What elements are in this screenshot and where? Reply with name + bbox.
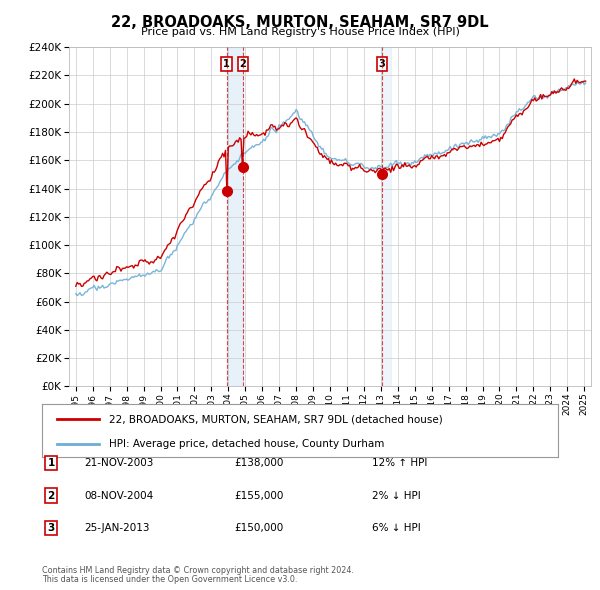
Text: 21-NOV-2003: 21-NOV-2003 [84, 458, 154, 468]
Text: 3: 3 [47, 523, 55, 533]
Text: 1: 1 [47, 458, 55, 468]
Text: 22, BROADOAKS, MURTON, SEAHAM, SR7 9DL (detached house): 22, BROADOAKS, MURTON, SEAHAM, SR7 9DL (… [109, 414, 443, 424]
Text: Contains HM Land Registry data © Crown copyright and database right 2024.: Contains HM Land Registry data © Crown c… [42, 566, 354, 575]
Text: £155,000: £155,000 [234, 491, 283, 500]
Text: 08-NOV-2004: 08-NOV-2004 [84, 491, 153, 500]
Text: 2: 2 [239, 59, 246, 69]
Text: 2: 2 [47, 491, 55, 500]
Text: HPI: Average price, detached house, County Durham: HPI: Average price, detached house, Coun… [109, 439, 385, 449]
Text: 22, BROADOAKS, MURTON, SEAHAM, SR7 9DL: 22, BROADOAKS, MURTON, SEAHAM, SR7 9DL [111, 15, 489, 30]
Text: 25-JAN-2013: 25-JAN-2013 [84, 523, 149, 533]
Bar [381, 47, 391, 386]
Text: 12% ↑ HPI: 12% ↑ HPI [372, 458, 427, 468]
Text: This data is licensed under the Open Government Licence v3.0.: This data is licensed under the Open Gov… [42, 575, 298, 584]
Bar [227, 47, 243, 386]
Text: 6% ↓ HPI: 6% ↓ HPI [372, 523, 421, 533]
Text: Price paid vs. HM Land Registry's House Price Index (HPI): Price paid vs. HM Land Registry's House … [140, 27, 460, 37]
Text: 3: 3 [379, 59, 385, 69]
Text: £138,000: £138,000 [234, 458, 283, 468]
Text: 2% ↓ HPI: 2% ↓ HPI [372, 491, 421, 500]
Text: £150,000: £150,000 [234, 523, 283, 533]
Text: 1: 1 [223, 59, 230, 69]
